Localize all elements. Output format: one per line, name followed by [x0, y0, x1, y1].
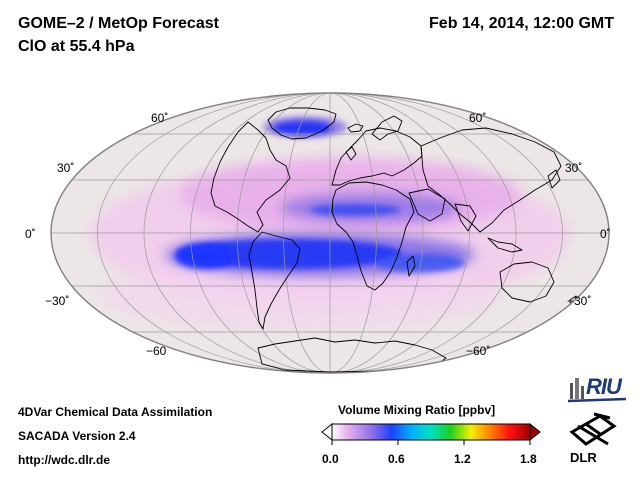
clo-blue-band-west [175, 243, 235, 269]
riu-tower-1 [570, 383, 573, 399]
riu-tower-2 [575, 378, 579, 399]
lat-label-60s-right: −60˚ [466, 344, 491, 358]
meridian-150 [97, 93, 563, 373]
dlr-logo-mark [569, 412, 617, 446]
clo-pink-haze-south [100, 260, 500, 330]
africa-coast [331, 181, 415, 291]
graticule [51, 93, 609, 373]
scandinavia-coast [371, 115, 403, 141]
japan-coast [547, 169, 561, 189]
colorbar-low-triangle [321, 422, 333, 442]
colorbar-gradient [331, 423, 531, 441]
colorbar-label-2: 1.2 [454, 452, 471, 466]
meridian-90 [190, 93, 470, 373]
lat-label-30n-left: 30˚ [57, 161, 75, 175]
north-america-coast [210, 121, 291, 233]
indonesia-coast [487, 237, 523, 253]
lat-label-0-right: 0˚ [600, 227, 611, 241]
footer-assimilation: 4DVar Chemical Data Assimilation [18, 405, 213, 419]
globe-outline [50, 92, 610, 374]
lat-label-30s-right: −30˚ [567, 294, 592, 308]
riu-logo: RIU [586, 374, 622, 399]
clo-greenland-blue [273, 121, 333, 135]
clo-field [90, 116, 570, 330]
colorbar-label-1: 0.6 [388, 452, 405, 466]
iceland-coast [347, 123, 364, 133]
lat-label-60n-right: 60˚ [469, 111, 487, 125]
footer-version: SACADA Version 2.4 [18, 429, 136, 443]
australia-coast [499, 261, 555, 303]
riu-tower-3 [581, 386, 584, 399]
dlr-logo: DLR [570, 450, 597, 465]
lat-label-30s-left: −30˚ [45, 294, 70, 308]
coastlines [210, 107, 579, 373]
forecast-date: Feb 14, 2014, 12:00 GMT [429, 15, 614, 32]
antarctica-coast [257, 337, 447, 373]
lat-label-30n-right: 30˚ [565, 161, 583, 175]
meridian-30 [283, 93, 377, 373]
map-subtitle: ClO at 55.4 hPa [18, 38, 135, 55]
meridian-120 [143, 93, 517, 373]
clo-blue-band-east [375, 254, 465, 272]
india-coast [454, 203, 477, 232]
clo-blue-north-core [310, 204, 400, 216]
colorbar-label-0: 0.0 [322, 452, 339, 466]
uk-coast [345, 146, 357, 161]
meridian-60 [236, 93, 424, 373]
colorbar-label-3: 1.8 [520, 452, 537, 466]
lat-label-0-left: 0˚ [25, 227, 36, 241]
riu-logo-graphic [567, 378, 627, 403]
madagascar-coast [406, 255, 416, 277]
riu-underline [567, 397, 627, 403]
map-title: GOME–2 / MetOp Forecast [18, 15, 219, 32]
colorbar-high-triangle [529, 422, 541, 442]
asia-coast [420, 127, 562, 233]
south-america-coast [248, 231, 301, 330]
arabia-coast [408, 188, 446, 222]
footer-url: http://wdc.dlr.de [18, 453, 110, 467]
lat-label-60n-left: 60˚ [151, 111, 169, 125]
clo-blue-band [178, 239, 402, 269]
colorbar-title: Volume Mixing Ratio [ppbv] [338, 403, 496, 417]
colorbar [321, 422, 541, 445]
lat-label-60s-left: −60 [146, 344, 167, 358]
dlr-logo-graphic [569, 412, 617, 446]
greenland-coast [267, 107, 337, 140]
